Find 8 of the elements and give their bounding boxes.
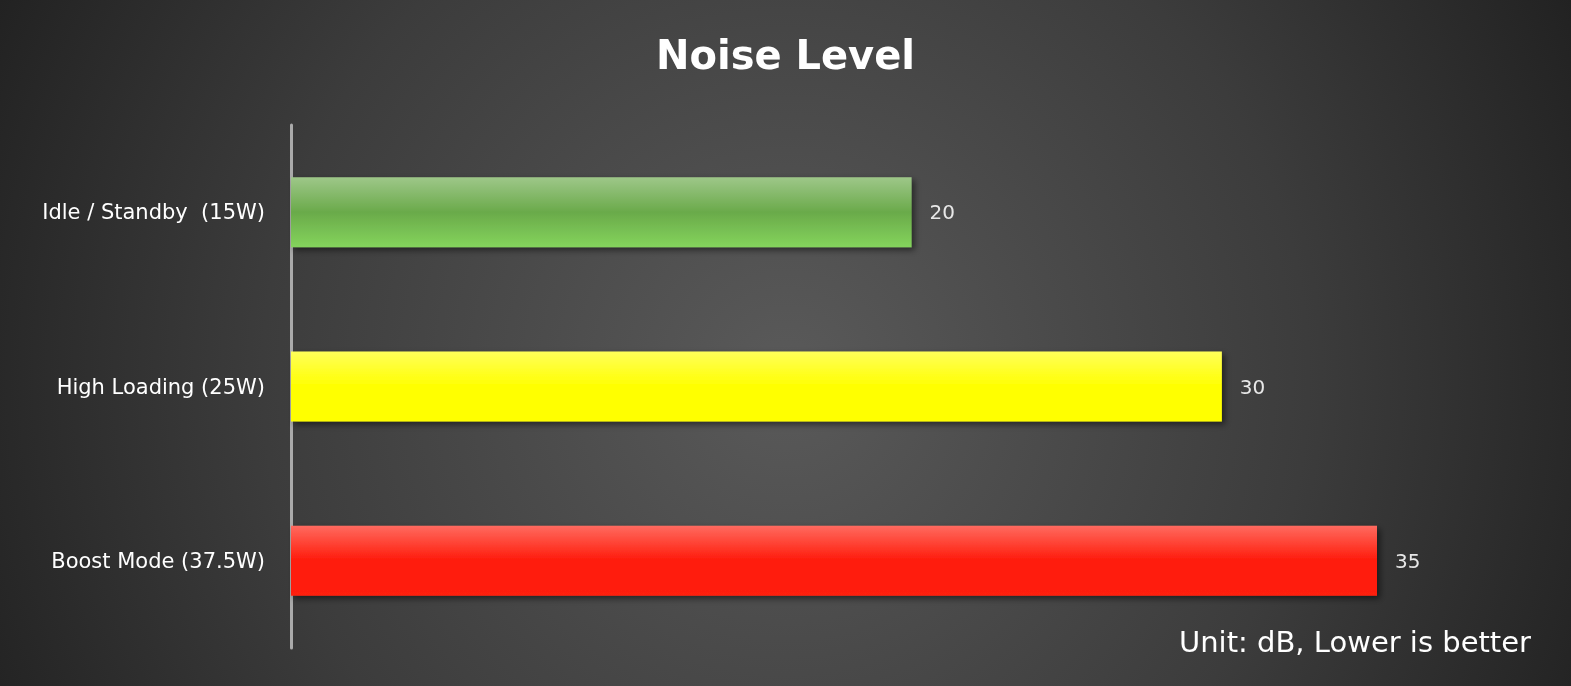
chart-title: Noise Level [655,32,916,78]
data-label: 20 [929,200,956,225]
y-tick-label: Idle / Standby (15W) [42,200,265,225]
y-tick-label: Boost Mode (37.5W) [51,548,265,573]
annotation: Unit: dB, Lower is better [1179,624,1532,659]
data-label: 35 [1395,548,1421,573]
y-tick-label: High Loading (25W) [56,374,265,399]
data-label: 30 [1239,374,1266,399]
